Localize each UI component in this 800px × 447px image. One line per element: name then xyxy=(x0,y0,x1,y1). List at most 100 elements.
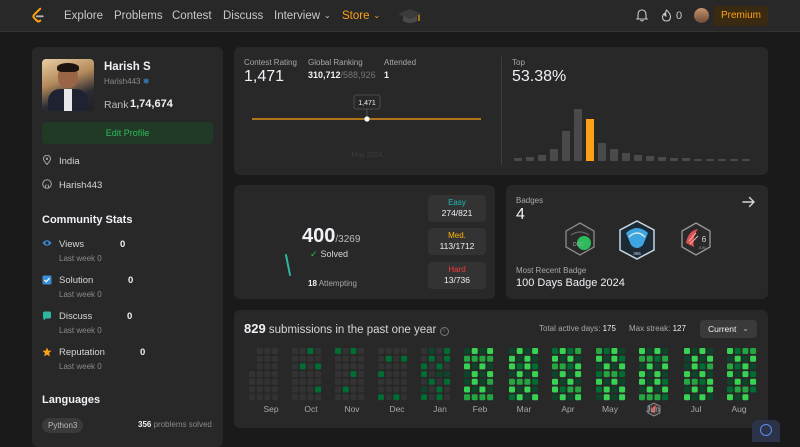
heatmap-cell[interactable] xyxy=(611,378,618,385)
heatmap-cell[interactable] xyxy=(471,355,478,362)
heatmap-cell[interactable] xyxy=(350,363,357,370)
heatmap-cell[interactable] xyxy=(487,371,494,378)
heatmap-cell[interactable] xyxy=(575,386,582,393)
heatmap-cell[interactable] xyxy=(350,386,357,393)
heatmap-cell[interactable] xyxy=(699,378,706,385)
heatmap-cell[interactable] xyxy=(691,355,698,362)
heatmap-cell[interactable] xyxy=(559,394,566,401)
nav-explore[interactable]: Explore xyxy=(64,10,103,22)
heatmap-cell[interactable] xyxy=(750,363,757,370)
heatmap-cell[interactable] xyxy=(596,394,602,401)
heatmap-cell[interactable] xyxy=(272,355,279,362)
heatmap-cell[interactable] xyxy=(567,371,574,378)
bell-icon[interactable] xyxy=(636,9,648,22)
heatmap-cell[interactable] xyxy=(727,363,733,370)
nav-problems[interactable]: Problems xyxy=(114,10,163,22)
heatmap-cell[interactable] xyxy=(734,348,741,354)
heatmap-cell[interactable] xyxy=(272,363,279,370)
heatmap-cell[interactable] xyxy=(264,394,271,401)
heatmap-cell[interactable] xyxy=(264,348,271,354)
heatmap-cell[interactable] xyxy=(603,371,610,378)
heatmap-cell[interactable] xyxy=(662,378,669,385)
heatmap-cell[interactable] xyxy=(401,394,408,401)
heatmap-cell[interactable] xyxy=(684,363,690,370)
heatmap-cell[interactable] xyxy=(611,394,618,401)
heatmap-cell[interactable] xyxy=(699,386,706,393)
heatmap-cell[interactable] xyxy=(315,378,322,385)
heatmap-cell[interactable] xyxy=(524,348,531,354)
heatmap-cell[interactable] xyxy=(742,355,749,362)
heatmap-cell[interactable] xyxy=(727,386,733,393)
heatmap-cell[interactable] xyxy=(299,394,306,401)
heatmap-cell[interactable] xyxy=(684,348,690,354)
heatmap-cell[interactable] xyxy=(264,378,271,385)
heatmap-cell[interactable] xyxy=(646,363,653,370)
heatmap-cell[interactable] xyxy=(256,394,263,401)
heatmap-cell[interactable] xyxy=(611,363,618,370)
heatmap-cell[interactable] xyxy=(603,394,610,401)
heatmap-cell[interactable] xyxy=(272,348,279,354)
heatmap-cell[interactable] xyxy=(393,371,400,378)
heatmap-cell[interactable] xyxy=(532,348,539,354)
heatmap-cell[interactable] xyxy=(575,355,582,362)
heatmap-cell[interactable] xyxy=(272,386,279,393)
heatmap-cell[interactable] xyxy=(264,363,271,370)
heatmap-cell[interactable] xyxy=(436,355,443,362)
heatmap-cell[interactable] xyxy=(358,355,365,362)
heatmap-cell[interactable] xyxy=(524,394,531,401)
heatmap-cell[interactable] xyxy=(727,371,733,378)
heatmap-cell[interactable] xyxy=(559,386,566,393)
nav-contest[interactable]: Contest xyxy=(172,10,212,22)
heatmap-cell[interactable] xyxy=(249,378,255,385)
heatmap-cell[interactable] xyxy=(684,371,690,378)
heatmap-cell[interactable] xyxy=(742,378,749,385)
heatmap-cell[interactable] xyxy=(256,348,263,354)
heatmap-cell[interactable] xyxy=(464,371,470,378)
heatmap-cell[interactable] xyxy=(335,355,341,362)
heatmap-cell[interactable] xyxy=(487,355,494,362)
heatmap-cell[interactable] xyxy=(335,386,341,393)
heatmap-cell[interactable] xyxy=(358,394,365,401)
heatmap-cell[interactable] xyxy=(734,378,741,385)
badge-icon-2[interactable]: 365 xyxy=(616,219,658,261)
heatmap-cell[interactable] xyxy=(358,348,365,354)
heatmap-cell[interactable] xyxy=(691,363,698,370)
heatmap-cell[interactable] xyxy=(378,371,384,378)
heatmap-cell[interactable] xyxy=(707,355,714,362)
heatmap-cell[interactable] xyxy=(646,386,653,393)
heatmap-cell[interactable] xyxy=(436,371,443,378)
heatmap-cell[interactable] xyxy=(428,348,435,354)
heatmap-cell[interactable] xyxy=(378,363,384,370)
heatmap-cell[interactable] xyxy=(393,394,400,401)
heatmap-cell[interactable] xyxy=(532,386,539,393)
heatmap-cell[interactable] xyxy=(596,386,602,393)
heatmap-cell[interactable] xyxy=(509,394,515,401)
arrow-right-icon[interactable] xyxy=(742,195,756,209)
heatmap-cell[interactable] xyxy=(619,378,626,385)
heatmap-cell[interactable] xyxy=(272,394,279,401)
heatmap-cell[interactable] xyxy=(256,363,263,370)
heatmap-cell[interactable] xyxy=(516,394,523,401)
heatmap-cell[interactable] xyxy=(691,394,698,401)
heatmap-cell[interactable] xyxy=(421,348,427,354)
heatmap-cell[interactable] xyxy=(532,355,539,362)
heatmap-cell[interactable] xyxy=(342,378,349,385)
heatmap-cell[interactable] xyxy=(479,363,486,370)
heatmap-cell[interactable] xyxy=(471,348,478,354)
heatmap-cell[interactable] xyxy=(646,378,653,385)
heatmap-cell[interactable] xyxy=(654,386,661,393)
heatmap-cell[interactable] xyxy=(335,363,341,370)
heatmap-cell[interactable] xyxy=(444,378,451,385)
heatmap-cell[interactable] xyxy=(401,363,408,370)
heatmap-cell[interactable] xyxy=(559,378,566,385)
heatmap-cell[interactable] xyxy=(639,363,645,370)
heatmap-cell[interactable] xyxy=(524,363,531,370)
heatmap-cell[interactable] xyxy=(552,348,558,354)
heatmap-cell[interactable] xyxy=(603,363,610,370)
profile-github[interactable]: Harish443 xyxy=(59,180,103,191)
heatmap-cell[interactable] xyxy=(662,386,669,393)
heatmap-cell[interactable] xyxy=(471,394,478,401)
heatmap-cell[interactable] xyxy=(742,386,749,393)
heatmap-cell[interactable] xyxy=(691,371,698,378)
graduation-cap-icon[interactable] xyxy=(397,5,423,27)
